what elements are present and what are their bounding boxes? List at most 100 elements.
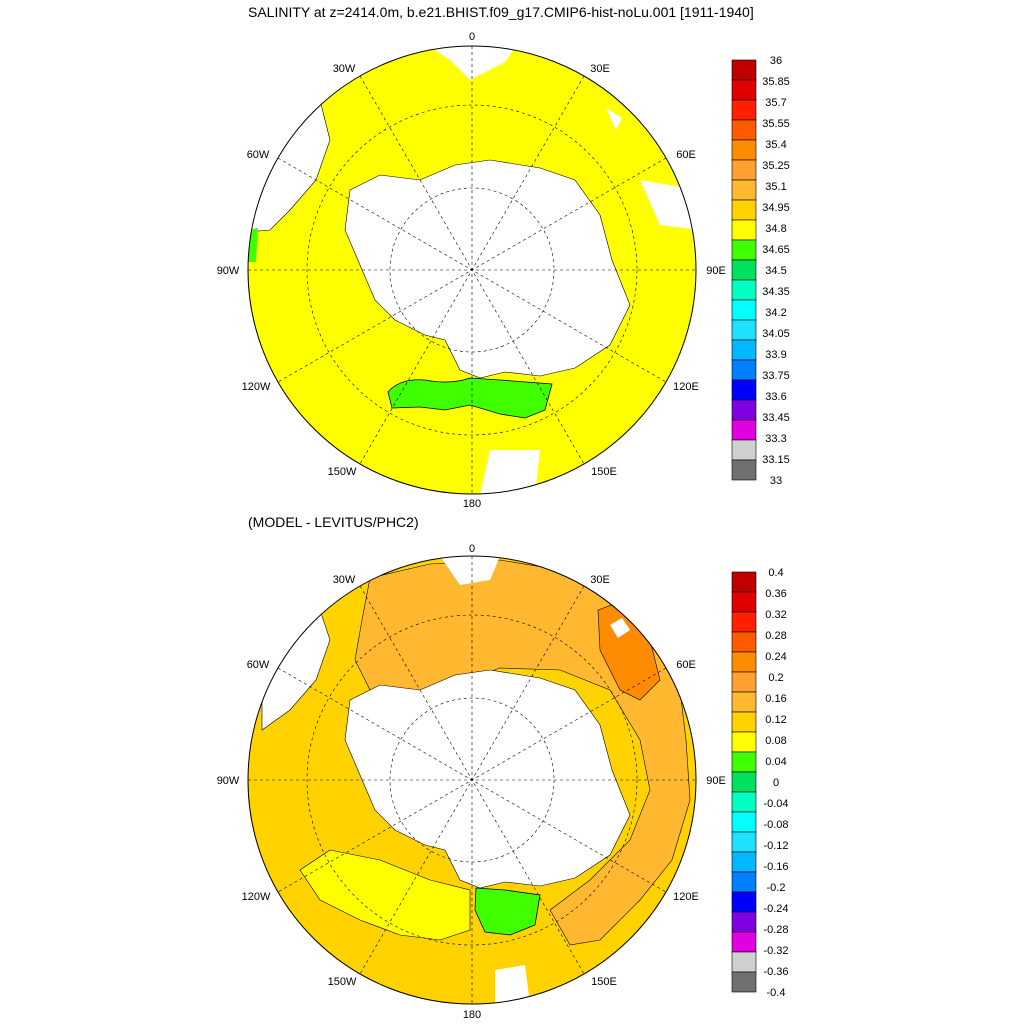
- top-colorbar-tick-label: 33.3: [765, 433, 786, 445]
- top-lon-label-0: 0: [469, 31, 475, 43]
- bottom-colorbar-tick-label: 0.08: [765, 735, 786, 747]
- top-colorbar-swatch: [731, 259, 757, 281]
- top-colorbar-swatch: [731, 99, 757, 121]
- top-colorbar-swatch: [731, 219, 757, 241]
- bottom-colorbar-swatch: [731, 931, 757, 953]
- top-colorbar-swatch: [731, 59, 757, 81]
- top-green-patch: [387, 377, 553, 419]
- bottom-colorbar-swatch: [731, 811, 757, 833]
- bottom-colorbar-swatch: [731, 611, 757, 633]
- top-africa-land: [420, 46, 520, 80]
- bottom-colorbar-swatch: [731, 851, 757, 873]
- bottom-colorbar-tick-label: -0.28: [763, 924, 788, 936]
- top-lon-label-120w: 120W: [242, 381, 271, 393]
- bottom-lon-label-90w: 90W: [217, 775, 240, 787]
- bottom-colorbar-tick-label: -0.24: [763, 903, 788, 915]
- top-lon-label-30w: 30W: [333, 63, 356, 75]
- top-lon-label-180: 180: [463, 498, 481, 510]
- bottom-colorbar-tick-label: 0: [773, 777, 779, 789]
- bottom-africa-land: [440, 556, 500, 585]
- bottom-colorbar-swatch: [731, 951, 757, 973]
- top-lon-label-150e: 150E: [591, 466, 617, 478]
- bottom-green-patch: [474, 887, 541, 936]
- top-colorbar-swatch: [731, 419, 757, 441]
- top-lon-label-30e: 30E: [590, 63, 610, 75]
- top-colorbar-tick-label: 35.85: [762, 76, 790, 88]
- bottom-lon-label-0: 0: [469, 543, 475, 555]
- top-colorbar-tick-label: 35.4: [765, 139, 786, 151]
- top-colorbar-tick-label: 35.55: [762, 118, 790, 130]
- bottom-colorbar-tick-label: 0.04: [765, 756, 786, 768]
- top-colorbar-swatch: [731, 239, 757, 261]
- bottom-colorbar-swatch: [731, 971, 757, 993]
- top-colorbar-tick-label: 35.1: [765, 181, 786, 193]
- top-colorbar-swatch: [731, 439, 757, 461]
- top-colorbar-swatch: [731, 79, 757, 101]
- bottom-colorbar-tick-label: 0.28: [765, 630, 786, 642]
- top-colorbar-tick-label: 33.15: [762, 454, 790, 466]
- top-colorbar-swatch: [731, 359, 757, 381]
- bottom-lon-label-30e: 30E: [590, 574, 610, 586]
- top-colorbar-swatch: [731, 399, 757, 421]
- bottom-colorbar-swatch: [731, 791, 757, 813]
- bottom-colorbar-tick-label: 0.36: [765, 588, 786, 600]
- bottom-colorbar-tick-label: -0.04: [763, 798, 788, 810]
- bottom-colorbar-tick-label: 0.4: [768, 567, 783, 579]
- bottom-map-boundary: [247, 555, 697, 1005]
- bottom-colorbar-swatch: [731, 911, 757, 933]
- top-colorbar-tick-label: 33.9: [765, 349, 786, 361]
- top-lon-label-150w: 150W: [328, 466, 357, 478]
- bottom-colorbar-tick-label: 0.32: [765, 609, 786, 621]
- bottom-colorbar-swatch: [731, 571, 757, 593]
- top-colorbar-tick-label: 36: [770, 55, 782, 67]
- top-colorbar-tick-label: 35.7: [765, 97, 786, 109]
- bottom-colorbar-swatch: [731, 671, 757, 693]
- bottom-colorbar-tick-label: -0.32: [763, 945, 788, 957]
- bottom-colorbar-swatch: [731, 891, 757, 913]
- top-lon-label-90e: 90E: [706, 265, 726, 277]
- top-colorbar-tick-label: 34.2: [765, 307, 786, 319]
- top-colorbar-swatch: [731, 339, 757, 361]
- top-colorbar-tick-label: 33.6: [765, 391, 786, 403]
- top-colorbar-tick-label: 34.95: [762, 202, 790, 214]
- top-colorbar-swatch: [731, 299, 757, 321]
- top-colorbar-tick-label: 33: [770, 475, 782, 487]
- top-lon-label-90w: 90W: [217, 265, 240, 277]
- top-colorbar-tick-label: 34.35: [762, 286, 790, 298]
- bottom-colorbar-swatch: [731, 871, 757, 893]
- bottom-lon-label-60w: 60W: [247, 659, 270, 671]
- top-colorbar: 36 35.85 35.7 35.55 35.4 35.25 35.1 34.95 34.8 34…: [731, 55, 790, 487]
- bottom-colorbar-tick-label: -0.12: [763, 840, 788, 852]
- top-lon-label-60w: 60W: [247, 149, 270, 161]
- bottom-graticule: [248, 556, 696, 1004]
- bottom-lon-label-30w: 30W: [333, 574, 356, 586]
- bottom-lon-label-180: 180: [463, 1009, 481, 1021]
- top-antarctica-land: [344, 159, 631, 379]
- bottom-colorbar-swatch: [731, 591, 757, 613]
- top-colorbar-swatch: [731, 459, 757, 481]
- top-map-boundary: [247, 45, 697, 495]
- bottom-antarctica-land: [344, 669, 631, 889]
- bottom-lon-label-120w: 120W: [242, 891, 271, 903]
- top-panel-title: SALINITY at z=2414.0m, b.e21.BHIST.f09_g…: [248, 4, 754, 20]
- top-lon-label-60e: 60E: [676, 149, 696, 161]
- bottom-colorbar-tick-label: -0.4: [767, 987, 786, 999]
- top-colorbar-tick-label: 34.5: [765, 265, 786, 277]
- top-colorbar-tick-label: 33.45: [762, 412, 790, 424]
- top-colorbar-swatch: [731, 319, 757, 341]
- bottom-colorbar-swatch: [731, 731, 757, 753]
- top-colorbar-swatch: [731, 179, 757, 201]
- bottom-colorbar-swatch: [731, 631, 757, 653]
- top-colorbar-swatch: [731, 279, 757, 301]
- bottom-colorbar-tick-label: -0.2: [767, 882, 786, 894]
- bottom-colorbar-swatch: [731, 831, 757, 853]
- bottom-land-patch-south: [495, 965, 530, 1004]
- bottom-colorbar-tick-label: 0.16: [765, 693, 786, 705]
- top-colorbar-tick-label: 34.8: [765, 223, 786, 235]
- bottom-colorbar-tick-label: 0.24: [765, 651, 786, 663]
- bottom-panel-title: (MODEL - LEVITUS/PHC2): [248, 514, 419, 530]
- top-colorbar-swatch: [731, 159, 757, 181]
- top-colorbar-tick-label: 34.05: [762, 328, 790, 340]
